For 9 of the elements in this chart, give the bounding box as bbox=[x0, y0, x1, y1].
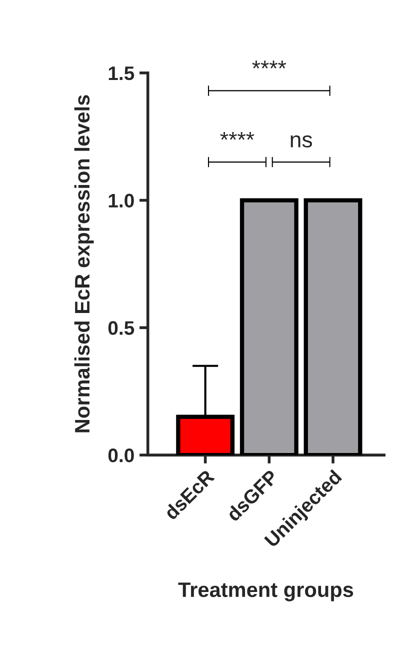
y-tick-label: 0.5 bbox=[108, 321, 134, 335]
y-tick-label: 0.0 bbox=[108, 448, 134, 462]
y-tick-label: 1.5 bbox=[108, 66, 134, 80]
x-axis-title: Treatment groups bbox=[178, 582, 354, 602]
text: **** bbox=[252, 60, 286, 68]
y-axis-title: Normalised EcR expression levels bbox=[74, 95, 94, 432]
y-tick-label: 1.0 bbox=[108, 194, 134, 208]
annotation: **** bbox=[220, 132, 254, 140]
annotation: ns bbox=[290, 135, 312, 148]
